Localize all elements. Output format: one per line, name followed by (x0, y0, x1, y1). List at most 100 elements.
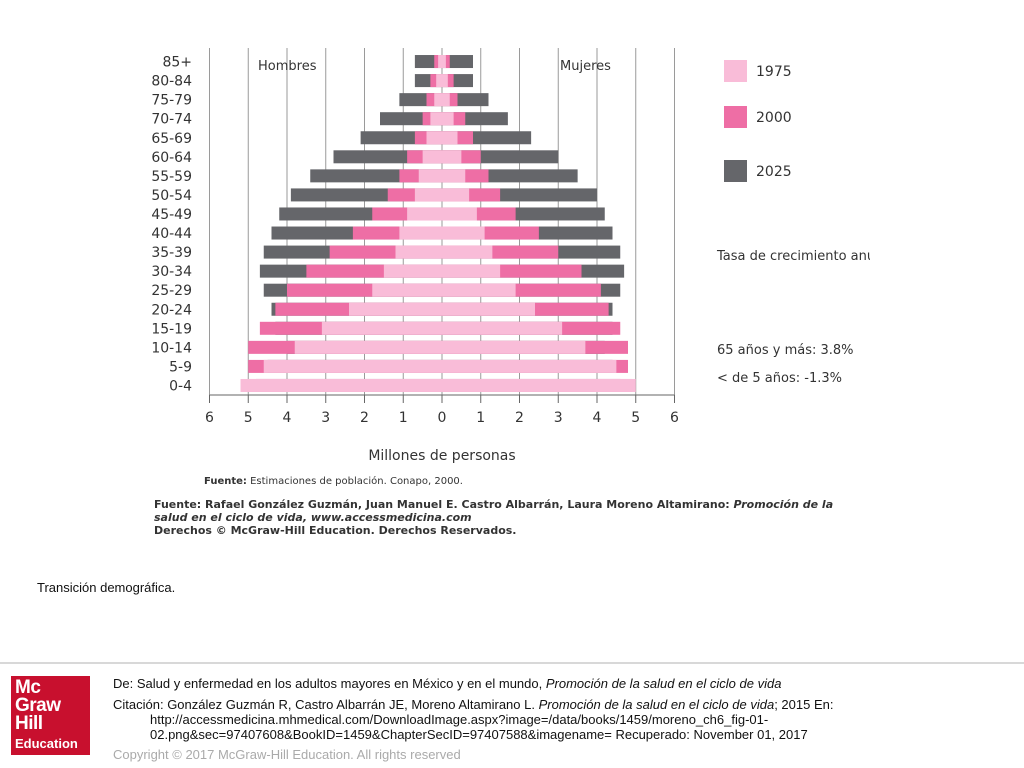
bar-men-1975 (240, 378, 442, 392)
bar-women-1975 (442, 188, 470, 202)
bar-men-1975 (418, 169, 442, 183)
age-group-label: 80-84 (151, 74, 192, 90)
men-side-label: Hombres (258, 59, 317, 74)
age-group-label: 70-74 (151, 112, 192, 128)
bar-women-1975 (442, 131, 458, 145)
logo-line-4: Education (15, 736, 78, 751)
age-group-label: 55-59 (151, 169, 192, 185)
population-pyramid-chart: 6 5 4 3 2 1 0 1 2 3 4 5 6 0-4 5-9 10-14 15-19 20-24 25-29 3… (151, 48, 870, 464)
bar-men-1975 (426, 131, 442, 145)
bar-men-1975 (430, 112, 442, 126)
figure: 6 5 4 3 2 1 0 1 2 3 4 5 6 0-4 5-9 10-14 15-19 20-24 25-29 3… (150, 40, 870, 545)
x-tick-label: 4 (283, 410, 292, 426)
credit-plain: Fuente: Rafael González Guzmán, Juan Man… (154, 498, 734, 511)
bar-women-1975 (442, 169, 466, 183)
legend-label-1975: 1975 (756, 64, 792, 80)
bar-women-1975 (442, 321, 563, 335)
x-tick-label: 1 (476, 410, 485, 426)
bar-women-1975 (442, 226, 485, 240)
bar-men-1975 (372, 283, 442, 297)
x-tick-label: 6 (205, 410, 214, 426)
bar-men-1975 (438, 55, 442, 69)
age-group-label: 75-79 (151, 93, 192, 109)
bar-men-1975 (414, 188, 442, 202)
age-group-label: 0-4 (169, 378, 192, 394)
age-group-label: 60-64 (151, 150, 192, 166)
footer-from-plain: De: Salud y enfermedad en los adultos ma… (113, 676, 546, 691)
bar-men-1975 (294, 340, 442, 354)
bar-men-1975 (263, 359, 442, 373)
age-group-label: 25-29 (151, 283, 192, 299)
logo-line-1: Mc (15, 677, 41, 698)
growth-rate-annotation: < de 5 años: -1.3% (717, 371, 842, 386)
footer-divider (0, 662, 1024, 664)
mcgraw-hill-logo: Mc Graw Hill Education (11, 676, 90, 755)
footer-cite-tail: ; 2015 En: (774, 697, 834, 712)
data-source-text: Estimaciones de población. Conapo, 2000. (246, 476, 463, 487)
legend-swatch-1975 (724, 60, 747, 82)
age-group-label: 30-34 (151, 264, 192, 280)
age-group-label: 85+ (162, 55, 192, 71)
footer-from: De: Salud y enfermedad en los adultos ma… (113, 676, 781, 691)
credit-book-title: Promoción de la salud en el ciclo de vid… (154, 498, 834, 524)
footer-citation: Citación: González Guzmán R, Castro Alba… (113, 697, 993, 742)
x-tick-label: 6 (670, 410, 679, 426)
footer-cite-book: Promoción de la salud en el ciclo de vid… (538, 697, 775, 712)
legend-swatch-2000 (724, 106, 747, 128)
credit-url: , www.accessmedicina.com (302, 511, 472, 524)
bar-women-1975 (442, 207, 477, 221)
bar-women-1975 (442, 359, 617, 373)
bar-women-1975 (442, 302, 535, 316)
age-group-label: 15-19 (151, 321, 192, 337)
legend-label-2000: 2000 (756, 110, 792, 126)
logo-line-2: Graw (15, 695, 61, 716)
bar-men-1975 (395, 245, 442, 259)
bar-women-1975 (442, 93, 450, 107)
credit-rights: Derechos © McGraw-Hill Education. Derech… (154, 524, 517, 537)
logo-text: Mc Graw Hill (15, 677, 61, 734)
bar-women-1975 (442, 264, 501, 278)
bar-men-1975 (434, 93, 442, 107)
growth-rate-title: Tasa de crecimiento anual (716, 249, 870, 264)
bar-women-1975 (442, 245, 493, 259)
credit-block: Fuente: Rafael González Guzmán, Juan Man… (154, 498, 854, 537)
bar-women-1975 (442, 340, 586, 354)
footer-copyright: Copyright © 2017 McGraw-Hill Education. … (113, 747, 461, 762)
age-group-label: 20-24 (151, 302, 192, 318)
bar-men-1975 (436, 74, 442, 88)
bar-men-1975 (321, 321, 442, 335)
legend-swatch-2025 (724, 160, 747, 182)
age-group-label: 45-49 (151, 207, 192, 223)
bar-women-1975 (442, 378, 636, 392)
bar-men-1975 (399, 226, 442, 240)
footer-cite-url[interactable]: http://accessmedicina.mhmedical.com/Down… (150, 712, 808, 742)
logo-line-3: Hill (15, 713, 43, 734)
data-source-note: Fuente: Estimaciones de población. Conap… (204, 476, 463, 487)
x-tick-label: 2 (360, 410, 369, 426)
age-group-label: 40-44 (151, 226, 192, 242)
age-group-label: 50-54 (151, 188, 192, 204)
x-tick-label: 0 (438, 410, 447, 426)
legend-label-2025: 2025 (756, 164, 792, 180)
figure-caption: Transición demográfica. (37, 580, 176, 595)
bar-men-1975 (383, 264, 442, 278)
x-tick-label: 1 (399, 410, 408, 426)
age-group-label: 65-69 (151, 131, 192, 147)
data-source-label: Fuente: (204, 476, 247, 487)
growth-rate-annotation: 65 años y más: 3.8% (717, 343, 854, 358)
bar-women-1975 (442, 112, 454, 126)
x-tick-label: 3 (554, 410, 563, 426)
bar-men-1975 (349, 302, 442, 316)
x-tick-label: 5 (631, 410, 640, 426)
women-side-label: Mujeres (560, 59, 611, 74)
x-axis-title: Millones de personas (368, 448, 515, 464)
bar-women-1975 (442, 150, 462, 164)
bar-women-1975 (442, 283, 516, 297)
x-tick-label: 2 (515, 410, 524, 426)
footer-from-book: Promoción de la salud en el ciclo de vid… (545, 676, 782, 691)
bar-women-1975 (442, 74, 448, 88)
bar-men-1975 (407, 207, 442, 221)
x-tick-label: 5 (244, 410, 253, 426)
age-group-label: 35-39 (151, 245, 192, 261)
bar-women-1975 (442, 55, 446, 69)
